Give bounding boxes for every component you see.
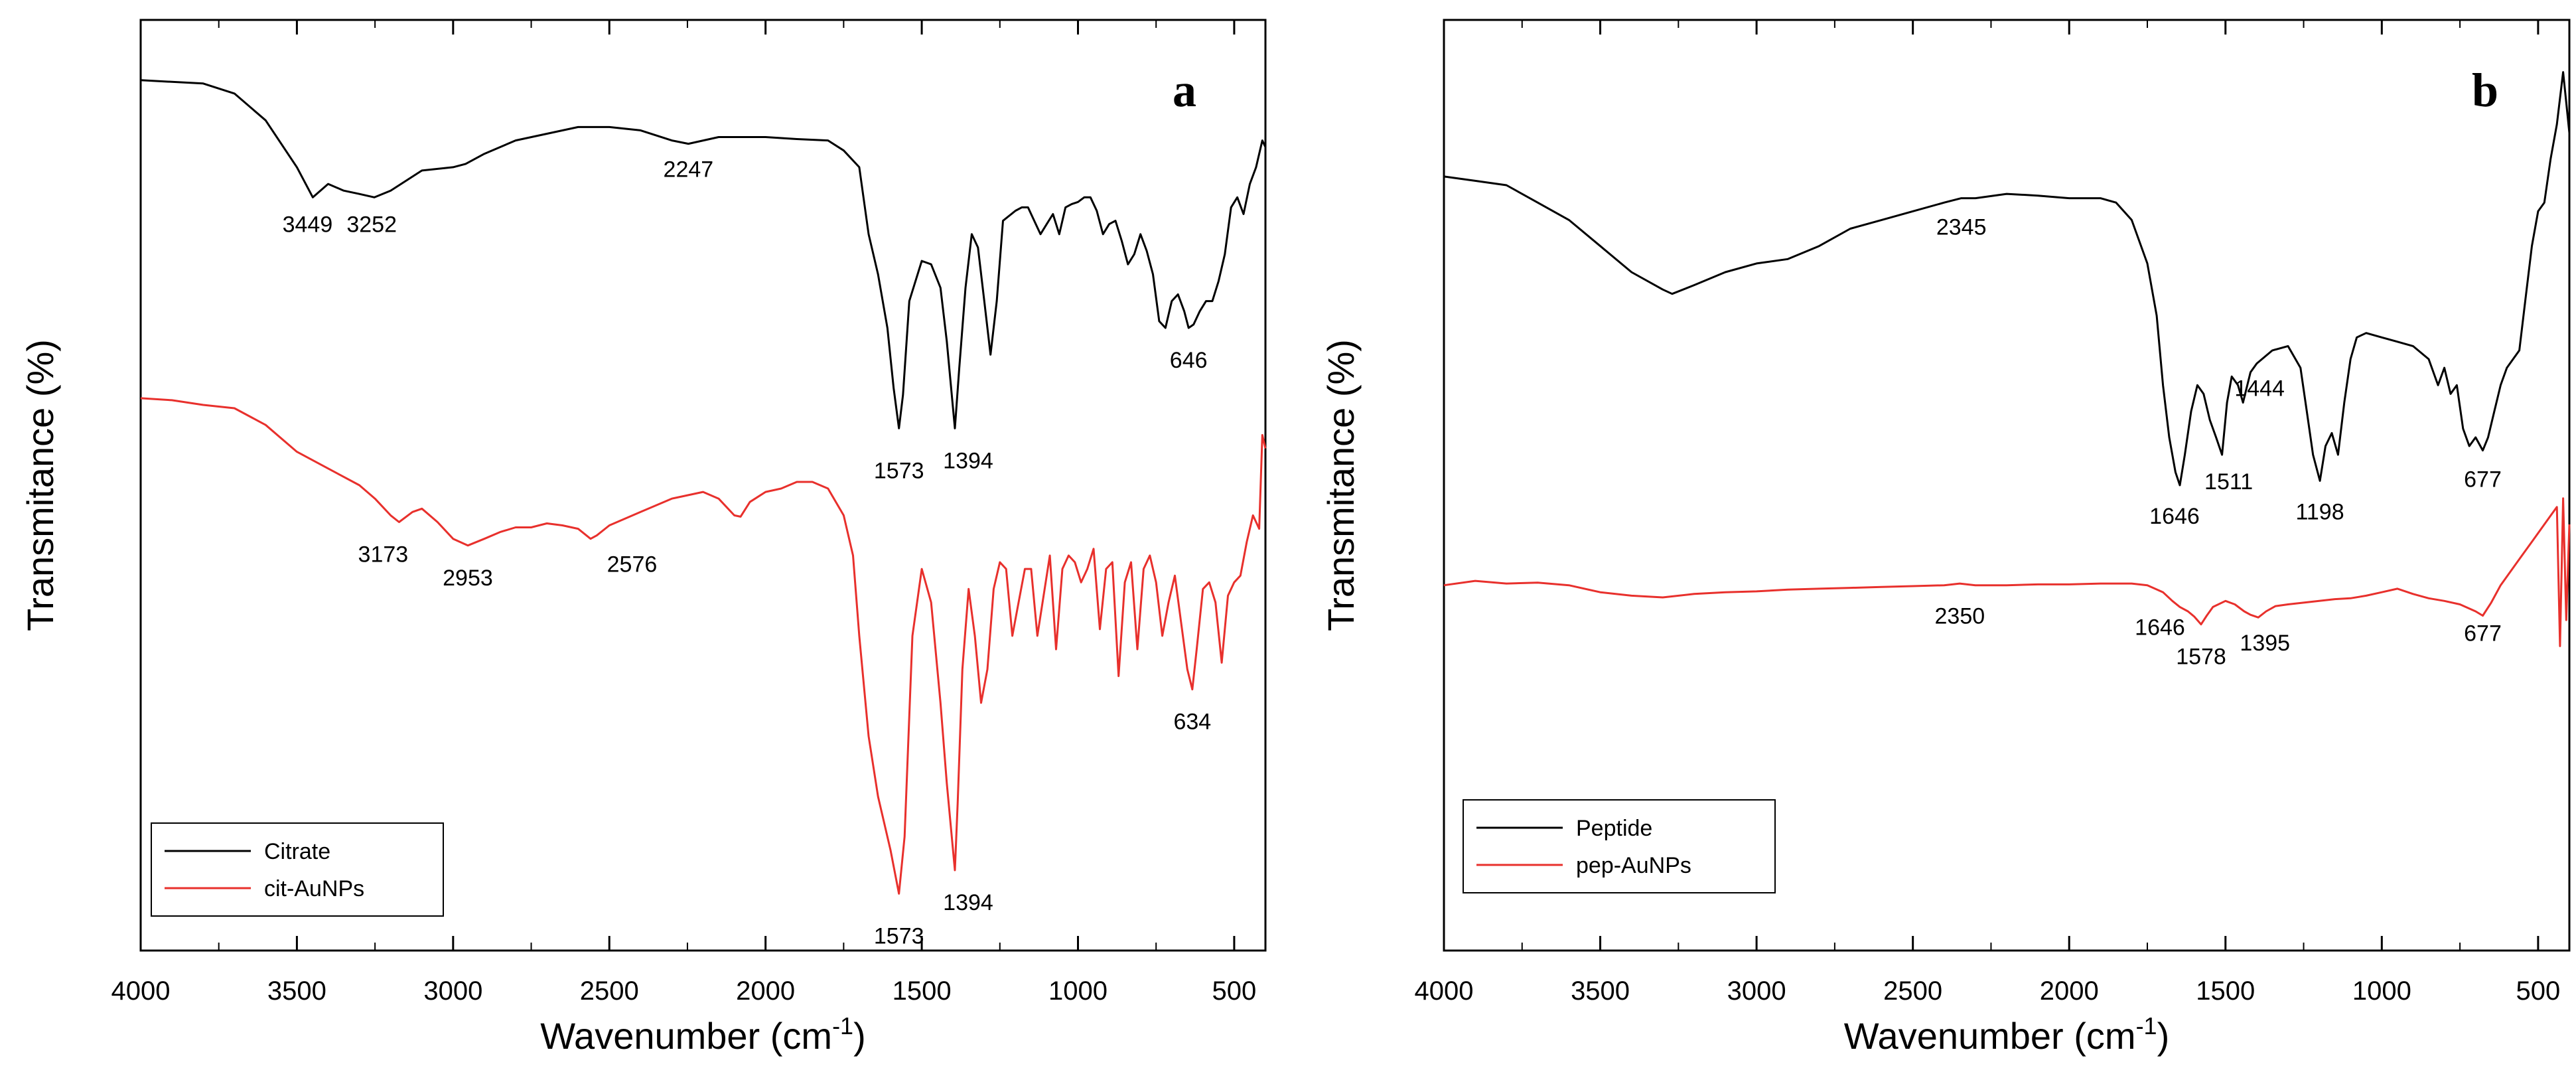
x-axis-title: Wavenumber (cm-1) (1844, 1012, 2169, 1057)
x-tick-label: 500 (2516, 976, 2561, 1006)
peak-label: 677 (2464, 467, 2502, 493)
peak-label: 2953 (443, 566, 493, 591)
peak-label: 1395 (2240, 631, 2290, 656)
peak-label: 1578 (2176, 645, 2226, 670)
panel-letter: a (1173, 64, 1196, 117)
legend-label: pep-AuNPs (1576, 853, 1691, 878)
x-axis-title: Wavenumber (cm-1) (540, 1012, 865, 1057)
series-line-citrate (140, 79, 1267, 429)
peak-label: 1646 (2135, 615, 2185, 640)
legend-label: Citrate (264, 839, 330, 864)
series-line-pep-aunps (1443, 497, 2571, 647)
x-tick-label: 500 (1212, 976, 1257, 1006)
legend-label: Peptide (1576, 816, 1652, 841)
plot-frame (139, 19, 1267, 952)
x-tick-label: 1000 (1048, 976, 1108, 1006)
plot-frame (1443, 19, 2571, 952)
panel-letter: b (2472, 64, 2498, 117)
peak-label: 634 (1173, 710, 1211, 735)
x-tick-label: 3500 (1571, 976, 1630, 1006)
peak-label: 1444 (2234, 376, 2285, 402)
peak-label: 1394 (943, 448, 993, 473)
series-line-cit-aunps (140, 397, 1267, 895)
x-tick-label: 2500 (1883, 976, 1942, 1006)
peak-label: 1646 (2149, 504, 2200, 529)
x-tick-label: 1500 (2196, 976, 2255, 1006)
legend-box (1463, 799, 1776, 893)
peak-label: 2576 (607, 552, 658, 577)
peak-label: 2247 (664, 157, 714, 183)
x-tick-label: 1500 (893, 976, 952, 1006)
peak-label: 2350 (1935, 604, 1985, 629)
peak-label: 1198 (2295, 499, 2344, 524)
x-tick-label: 1000 (2352, 976, 2411, 1006)
x-tick-label: 3000 (1727, 976, 1786, 1006)
peak-label: 1511 (2204, 469, 2253, 495)
legend-label: cit-AuNPs (264, 876, 364, 901)
peak-label: 3449 (283, 212, 333, 237)
peak-label: 646 (1170, 348, 1208, 373)
peak-label: 1573 (874, 458, 924, 483)
peak-label: 1394 (943, 890, 993, 915)
panel-a: 4000 3500 3000 2500 2000 1500 1000 500 Wavenumbe… (19, 19, 1267, 1057)
x-tick-label: 3000 (423, 976, 482, 1006)
x-tick-label: 4000 (1415, 976, 1474, 1006)
x-tick-label: 2500 (580, 976, 639, 1006)
y-axis-title: Transmitance (%) (19, 339, 61, 631)
peak-label: 2345 (1936, 215, 1987, 240)
x-tick-label: 2000 (2040, 976, 2099, 1006)
peak-label: 677 (2464, 621, 2502, 647)
peak-label: 3173 (358, 542, 409, 567)
peak-label: 3252 (346, 212, 397, 237)
x-tick-label: 4000 (111, 976, 171, 1006)
series-line-peptide (1443, 71, 2571, 487)
x-tick-label: 2000 (736, 976, 795, 1006)
y-axis-title: Transmitance (%) (1320, 339, 1362, 631)
x-tick-label: 3500 (267, 976, 326, 1006)
peak-label: 1573 (874, 923, 924, 949)
legend-box (151, 822, 444, 917)
panel-b: 4000 3500 3000 2500 2000 1500 1000 500 Wavenumbe… (1320, 19, 2571, 1057)
